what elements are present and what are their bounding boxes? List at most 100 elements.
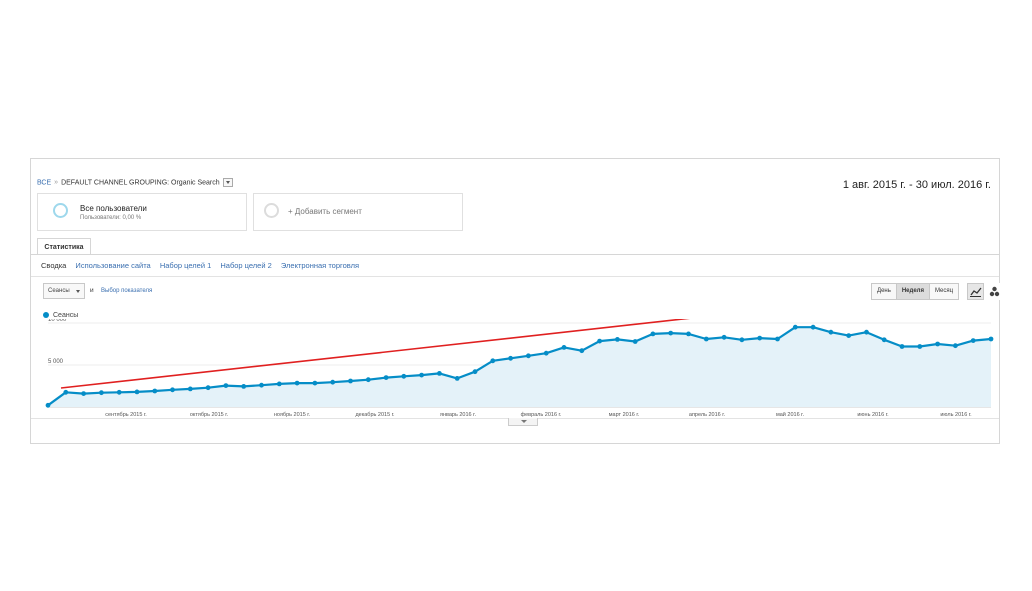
data-point (650, 331, 656, 337)
legend-label: Сеансы (53, 312, 79, 319)
chevron-down-icon (76, 290, 80, 293)
data-point (881, 337, 887, 343)
data-point (579, 348, 585, 354)
data-point (953, 343, 958, 349)
data-point (561, 345, 567, 350)
add-segment-button[interactable]: + Добавить сегмент (253, 193, 463, 231)
data-point (365, 377, 371, 383)
subtab-goal-set-2[interactable]: Набор целей 2 (220, 261, 272, 270)
x-tick-label: май 2016 г. (776, 411, 805, 418)
segment-subtitle: Пользователи: 0,00 % (80, 215, 142, 221)
data-point (63, 389, 69, 395)
data-point (205, 385, 211, 391)
period-month-button[interactable]: Месяц (928, 283, 960, 300)
period-week-button[interactable]: Неделя (895, 283, 930, 300)
data-point (917, 344, 923, 349)
y-tick-label: 10 000 (48, 319, 67, 323)
data-point (259, 382, 264, 388)
breadcrumb: ВСЕ» DEFAULT CHANNEL GROUPING: Organic Se… (37, 178, 233, 187)
data-point (276, 381, 282, 387)
segment-name: Все пользователи (80, 204, 147, 213)
data-point (45, 402, 51, 408)
data-point (792, 324, 798, 330)
data-point (828, 329, 834, 335)
subtabs: Сводка Использование сайта Набор целей 1… (41, 261, 366, 270)
add-segment-label: + Добавить сегмент (288, 207, 362, 216)
data-point (294, 380, 300, 386)
motion-chart-icon (989, 286, 1000, 297)
data-point (348, 378, 353, 384)
data-point (490, 358, 496, 364)
data-point (437, 371, 442, 376)
data-point (686, 331, 691, 337)
line-chart-icon (970, 287, 982, 297)
data-point (721, 334, 727, 340)
data-point (526, 353, 531, 359)
metric-select-value: Сеансы (48, 288, 70, 294)
data-point (223, 383, 229, 388)
data-point (152, 388, 158, 394)
date-range-selector[interactable]: 1 авг. 2015 г. - 30 июл. 2016 г. (842, 179, 991, 191)
subtab-divider (31, 276, 999, 277)
breadcrumb-dropdown-icon[interactable] (222, 178, 233, 187)
data-point (935, 341, 940, 347)
subtab-site-usage[interactable]: Использование сайта (75, 261, 151, 270)
chart-legend: Сеансы (43, 312, 78, 319)
data-point (846, 333, 852, 338)
period-toggle: День Неделя Месяц (871, 283, 960, 300)
series-line (47, 326, 992, 407)
line-chart-button[interactable] (967, 283, 984, 300)
data-point (988, 336, 994, 342)
data-point (597, 338, 602, 344)
tab-statistics[interactable]: Статистика (37, 238, 91, 255)
segment-all-users[interactable]: Все пользователи Пользователи: 0,00 % (37, 193, 247, 231)
sessions-chart[interactable]: 5 000 10 000 сентябрь 2015 г. октябрь 2015 … (31, 319, 999, 419)
data-point (508, 355, 513, 361)
period-day-button[interactable]: День (871, 283, 897, 300)
x-tick-label: сентябрь 2015 г. (105, 412, 147, 418)
x-tick-label: январь 2016 г. (440, 412, 476, 418)
subtab-summary[interactable]: Сводка (41, 261, 67, 270)
data-point (383, 375, 389, 380)
x-tick-label: ноябрь 2015 г. (274, 412, 311, 418)
data-point (312, 380, 318, 386)
data-point (775, 336, 780, 342)
data-point (757, 335, 763, 341)
data-point (668, 330, 674, 336)
data-point (81, 391, 86, 396)
data-point (739, 337, 745, 343)
collapse-chart-handle[interactable] (508, 418, 538, 426)
data-point (472, 369, 478, 375)
motion-chart-button[interactable] (986, 283, 1003, 300)
and-label: и (90, 287, 94, 294)
data-point (899, 344, 905, 349)
data-point (241, 384, 247, 389)
x-tick-label: февраль 2016 г. (521, 412, 562, 418)
metric-select[interactable]: Сеансы (43, 283, 85, 299)
segment-circle-icon (53, 203, 68, 218)
breadcrumb-all-link[interactable]: ВСЕ (37, 179, 52, 187)
x-tick-label: октябрь 2015 г. (190, 412, 229, 418)
data-point (99, 390, 104, 396)
data-point (810, 324, 816, 330)
series-area (48, 327, 991, 407)
subtab-goal-set-1[interactable]: Набор целей 1 (159, 261, 212, 270)
breadcrumb-separator: » (54, 179, 59, 187)
x-tick-label: март 2016 г. (609, 412, 640, 418)
data-point (419, 372, 424, 378)
data-point (703, 336, 709, 342)
pick-metric-link[interactable]: Выбор показателя (101, 288, 153, 294)
tab-divider (31, 254, 999, 255)
x-tick-label: декабрь 2015 г. (355, 412, 395, 418)
subtab-ecommerce[interactable]: Электронная торговля (280, 261, 360, 270)
data-point (543, 350, 549, 356)
x-tick-label: июнь 2016 г. (857, 412, 889, 418)
data-point (615, 337, 620, 342)
data-point (454, 376, 460, 381)
breadcrumb-grouping: DEFAULT CHANNEL GROUPING: Organic Search (61, 179, 220, 187)
data-point (970, 338, 976, 343)
data-point (330, 379, 336, 385)
data-point (116, 389, 122, 395)
x-tick-label: июль 2016 г. (940, 412, 972, 418)
data-point (134, 389, 140, 395)
